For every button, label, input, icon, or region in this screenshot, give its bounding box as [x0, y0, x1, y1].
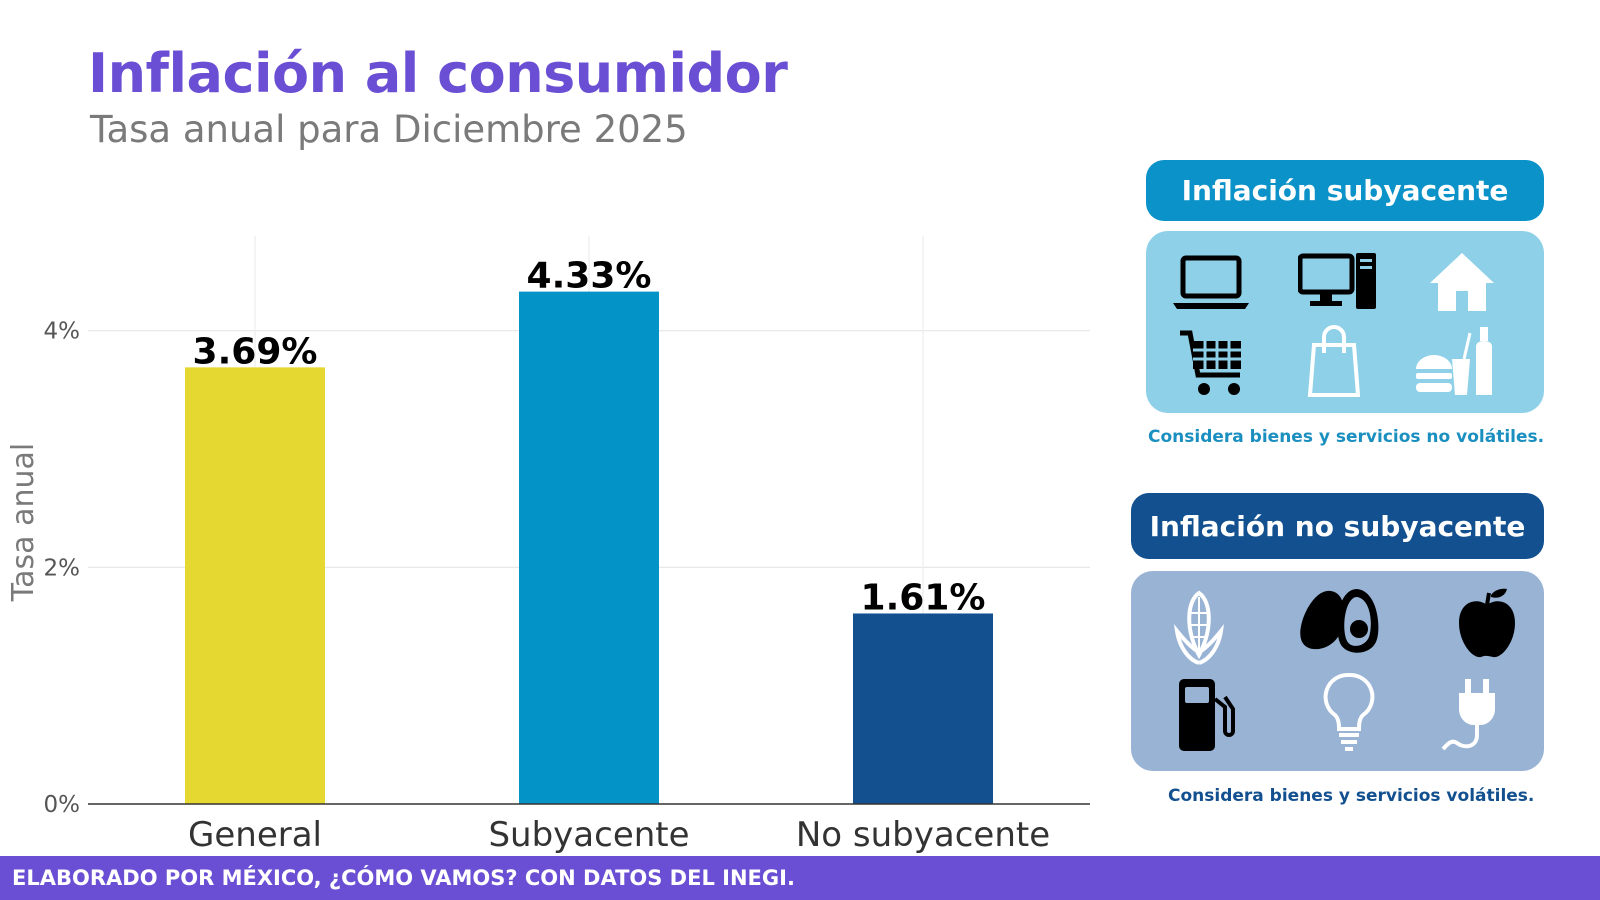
corn-icon — [1173, 590, 1225, 665]
subyacente-panel-title: Inflación subyacente — [1181, 174, 1509, 207]
laptop-icon — [1173, 255, 1249, 309]
no-subyacente-icon-box — [1131, 571, 1544, 771]
footer-credit: ELABORADO POR MÉXICO, ¿CÓMO VAMOS? CON D… — [0, 856, 1600, 900]
x-tick-label: General — [188, 815, 322, 855]
shopping-cart-icon — [1180, 330, 1241, 395]
no-subyacente-panel-title: Inflación no subyacente — [1149, 509, 1526, 543]
bar — [853, 613, 993, 804]
fuel-pump-icon — [1179, 679, 1235, 751]
bar — [519, 291, 659, 804]
bar-value-label: 4.33% — [527, 256, 652, 297]
no-subyacente-panel-header: Inflación no subyacente — [1131, 493, 1544, 559]
x-tick-label: No subyacente — [796, 815, 1050, 855]
subyacente-panel-note: Considera bienes y servicios no volátile… — [1148, 427, 1545, 447]
no-subyacente-panel-note: Considera bienes y servicios volátiles. — [1168, 786, 1535, 806]
apple-icon — [1459, 588, 1515, 658]
bar-value-label: 1.61% — [861, 577, 986, 618]
y-tick-label: 2% — [44, 555, 81, 581]
house-icon — [1430, 253, 1494, 311]
footer-text: ELABORADO POR MÉXICO, ¿CÓMO VAMOS? CON D… — [12, 866, 795, 890]
fast-food-icon — [1416, 327, 1492, 395]
chart-title: Inflación al consumidor — [88, 42, 788, 105]
chart-subtitle: Tasa anual para Diciembre 2025 — [90, 108, 688, 151]
y-tick-label: 4% — [44, 319, 81, 345]
bar-value-label: 3.69% — [193, 331, 318, 372]
desktop-computer-icon — [1298, 253, 1376, 309]
subyacente-icon-box — [1146, 231, 1544, 413]
x-tick-label: Subyacente — [488, 815, 689, 855]
bar-chart: 0% 2% 4% 3.69% General 4.33% Subyacente 1.61% No… — [6, 236, 1090, 855]
light-bulb-icon — [1323, 672, 1375, 751]
shopping-bag-icon — [1307, 325, 1361, 397]
electric-plug-icon — [1441, 679, 1495, 751]
bar — [185, 367, 325, 804]
avocado-icon — [1300, 589, 1379, 653]
y-tick-label: 0% — [44, 792, 81, 818]
subyacente-panel-header: Inflación subyacente — [1146, 160, 1544, 221]
y-axis-label: Tasa anual — [6, 443, 41, 602]
